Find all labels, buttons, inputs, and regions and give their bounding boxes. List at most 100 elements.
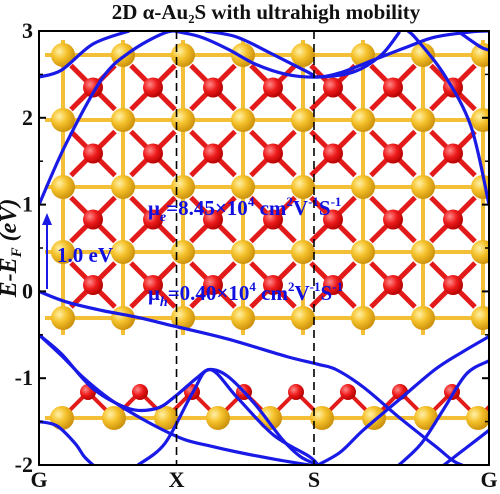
s-atom	[203, 143, 223, 164]
s-atom	[83, 143, 103, 164]
band-gap-label: 1.0 eV	[57, 243, 113, 267]
au-atom	[291, 108, 315, 132]
au-atom	[471, 240, 489, 264]
au-atom	[258, 406, 282, 430]
s-atom	[203, 209, 223, 230]
au-atom	[231, 175, 255, 199]
au-atom	[411, 175, 435, 199]
au-atom	[51, 306, 75, 330]
title-part: 2D α-Au₂S with ultrahigh mobility	[112, 0, 421, 24]
band-line-4	[203, 31, 489, 79]
s-atom	[323, 275, 343, 295]
au-atom	[291, 306, 315, 330]
band-line-10	[136, 367, 320, 465]
x-tick-label: G	[30, 467, 47, 492]
au-atom	[471, 108, 489, 132]
au-atom	[291, 175, 315, 199]
au-atom	[51, 43, 75, 67]
s-atom	[83, 209, 103, 230]
band-line-13	[39, 420, 95, 465]
au-atom	[411, 306, 435, 330]
s-atom	[443, 275, 463, 295]
au-atom	[310, 406, 334, 430]
high-symmetry-lines	[175, 31, 315, 465]
au-atom	[231, 108, 255, 132]
y-tick-label: 0	[22, 278, 33, 303]
x-tick-label: X	[169, 467, 185, 492]
y-tick-label: -1	[15, 365, 33, 390]
s-atom	[496, 384, 500, 400]
au-atom	[171, 240, 195, 264]
s-atom	[263, 143, 283, 164]
au-atom	[171, 43, 195, 67]
band-line-2	[39, 31, 190, 207]
y-axis-label: E-EF (eV)	[0, 199, 25, 299]
au-atom	[231, 306, 255, 330]
au-atom	[351, 175, 375, 199]
band-line-14	[442, 428, 489, 465]
au-atom	[466, 406, 489, 430]
y-tick-label: 2	[22, 105, 33, 130]
s-atom	[288, 384, 304, 400]
y-tick-label: 1	[22, 192, 33, 217]
au-atom	[351, 306, 375, 330]
y-tick-label: 3	[22, 18, 33, 43]
au-atom	[414, 406, 438, 430]
band-line-7	[39, 289, 464, 465]
s-atom	[143, 143, 163, 164]
x-tick-label: S	[308, 467, 320, 492]
au-atom	[411, 108, 435, 132]
au-atom	[411, 43, 435, 67]
x-tick-label: G	[480, 467, 497, 492]
au-atom	[206, 406, 230, 430]
s-atom	[383, 143, 403, 164]
s-atom	[263, 77, 283, 98]
s-atom	[203, 275, 223, 295]
s-atom	[143, 275, 163, 295]
band-line-1	[39, 31, 131, 79]
s-atom	[203, 77, 223, 98]
au-atom	[111, 108, 135, 132]
au-atom	[291, 43, 315, 67]
au-atom	[351, 240, 375, 264]
band-line-12	[397, 359, 489, 465]
s-atom	[383, 275, 403, 295]
au-atom	[111, 175, 135, 199]
s-atom	[263, 275, 283, 295]
electron-mobility-label: μe=8.45×104 cm2V-1S-1	[148, 194, 341, 225]
au-atom	[50, 406, 74, 430]
chart-title: 2D α-Au₂S with ultrahigh mobility	[112, 0, 421, 24]
band-line-6	[455, 31, 489, 52]
band-lines	[39, 31, 489, 465]
s-atom	[143, 77, 163, 98]
s-atom	[383, 77, 403, 98]
au-atom	[154, 406, 178, 430]
au-atom	[231, 240, 255, 264]
band-line-11	[316, 334, 489, 465]
au-atom	[102, 406, 126, 430]
band-line-9	[39, 333, 311, 465]
s-atom	[323, 143, 343, 164]
s-atom	[443, 143, 463, 164]
crystal-structure-background	[45, 40, 500, 430]
s-atom	[323, 77, 343, 98]
au-atom	[171, 108, 195, 132]
y-axis-ticks: -2 -1 0 1 2 3	[15, 18, 489, 477]
au-atom	[471, 306, 489, 330]
y-tick-label: -2	[15, 452, 33, 477]
au-atom	[51, 175, 75, 199]
au-atom	[111, 306, 135, 330]
au-atom	[51, 240, 75, 264]
s-atom	[383, 209, 403, 230]
s-atom	[83, 275, 103, 295]
au-atom	[411, 240, 435, 264]
band-line-5	[406, 31, 489, 207]
s-atom	[340, 384, 356, 400]
au-atom	[111, 240, 135, 264]
s-atom	[323, 209, 343, 230]
hole-mobility-label: μh=0.40×104 cm2V-1S-1	[148, 279, 343, 310]
band-line-8	[39, 333, 320, 465]
s-atom	[443, 209, 463, 230]
